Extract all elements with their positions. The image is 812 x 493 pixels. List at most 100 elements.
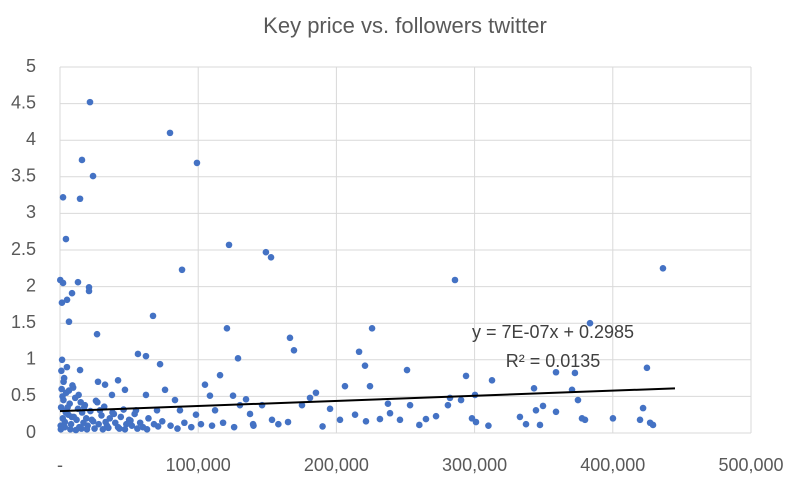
data-point [161,386,169,394]
x-tick-label: 100,000 [166,455,231,475]
data-point [192,411,200,419]
data-point [75,391,82,399]
data-point [145,415,152,422]
data-point [396,416,404,424]
data-point [444,401,452,409]
data-point [268,416,276,424]
data-point [101,381,109,388]
data-point [86,98,94,106]
data-point [121,386,129,394]
data-point [416,421,423,429]
data-point [85,287,93,295]
data-point [246,410,254,418]
data-point [609,415,617,422]
data-point [361,362,369,369]
y-tick-label: 0 [26,422,36,442]
data-point [306,394,314,402]
data-point [639,404,647,412]
data-point [659,265,667,272]
data-point [98,412,105,419]
data-point [72,426,80,434]
data-point [127,417,134,424]
data-point [99,426,107,433]
data-point [61,423,68,431]
data-point [216,371,224,379]
data-point [67,420,75,428]
data-point [552,368,560,376]
data-point [89,172,97,180]
data-point [516,413,524,421]
data-point [64,404,71,411]
data-point [59,393,66,400]
data-point [65,318,73,326]
data-point [82,415,90,422]
data-point [94,398,101,406]
data-point [197,420,205,428]
data-point [88,416,96,424]
data-point [341,382,349,390]
data-point [488,376,496,384]
trendline-annotation: y = 7E-07x + 0.2985 [472,322,634,342]
data-point [457,396,465,404]
data-point [166,129,174,137]
data-point [225,241,233,249]
data-point [219,419,227,427]
data-point [250,422,257,429]
y-tick-label: 3.5 [11,166,36,186]
data-point [451,276,459,284]
data-point [105,424,112,432]
data-point [362,417,370,425]
chart-title: Key price vs. followers twitter [263,13,547,38]
data-point [76,195,84,203]
y-tick-label: 5 [26,56,36,76]
data-point [149,312,157,320]
data-point [366,382,374,390]
data-point [355,348,363,356]
data-point [536,421,544,429]
data-point [208,422,216,429]
data-point [485,422,492,429]
data-point [93,330,101,338]
data-point [298,401,306,409]
data-point [63,363,71,371]
data-point [73,416,80,424]
data-point [267,254,275,261]
data-point [94,378,102,386]
data-point [58,356,66,364]
trendline-annotation: R² = 0.0135 [506,351,601,371]
data-point [462,372,470,380]
data-point [211,407,219,414]
x-tick-label: 200,000 [304,455,369,475]
data-point [142,352,150,360]
trendline [59,387,676,413]
data-point [74,278,82,286]
data-point [95,420,102,428]
data-point [121,426,129,433]
data-point [386,409,394,417]
data-point [368,325,376,332]
data-point [290,346,298,354]
x-tick-label: - [57,455,63,475]
data-point [78,156,86,164]
data-point [234,355,242,362]
data-point [284,418,292,426]
data-point [134,425,141,432]
data-point [128,422,136,429]
data-point [174,425,181,432]
data-point [154,423,162,430]
data-point [117,413,125,421]
data-point [376,415,384,423]
y-tick-label: 1.5 [11,312,36,332]
data-point [176,407,184,414]
data-point [522,420,530,428]
data-point [153,407,161,414]
data-point [326,405,334,413]
data-point [336,416,344,424]
data-point [131,410,138,418]
data-point [643,364,651,372]
data-point [181,419,188,427]
data-point [406,401,414,409]
data-point [229,392,237,399]
